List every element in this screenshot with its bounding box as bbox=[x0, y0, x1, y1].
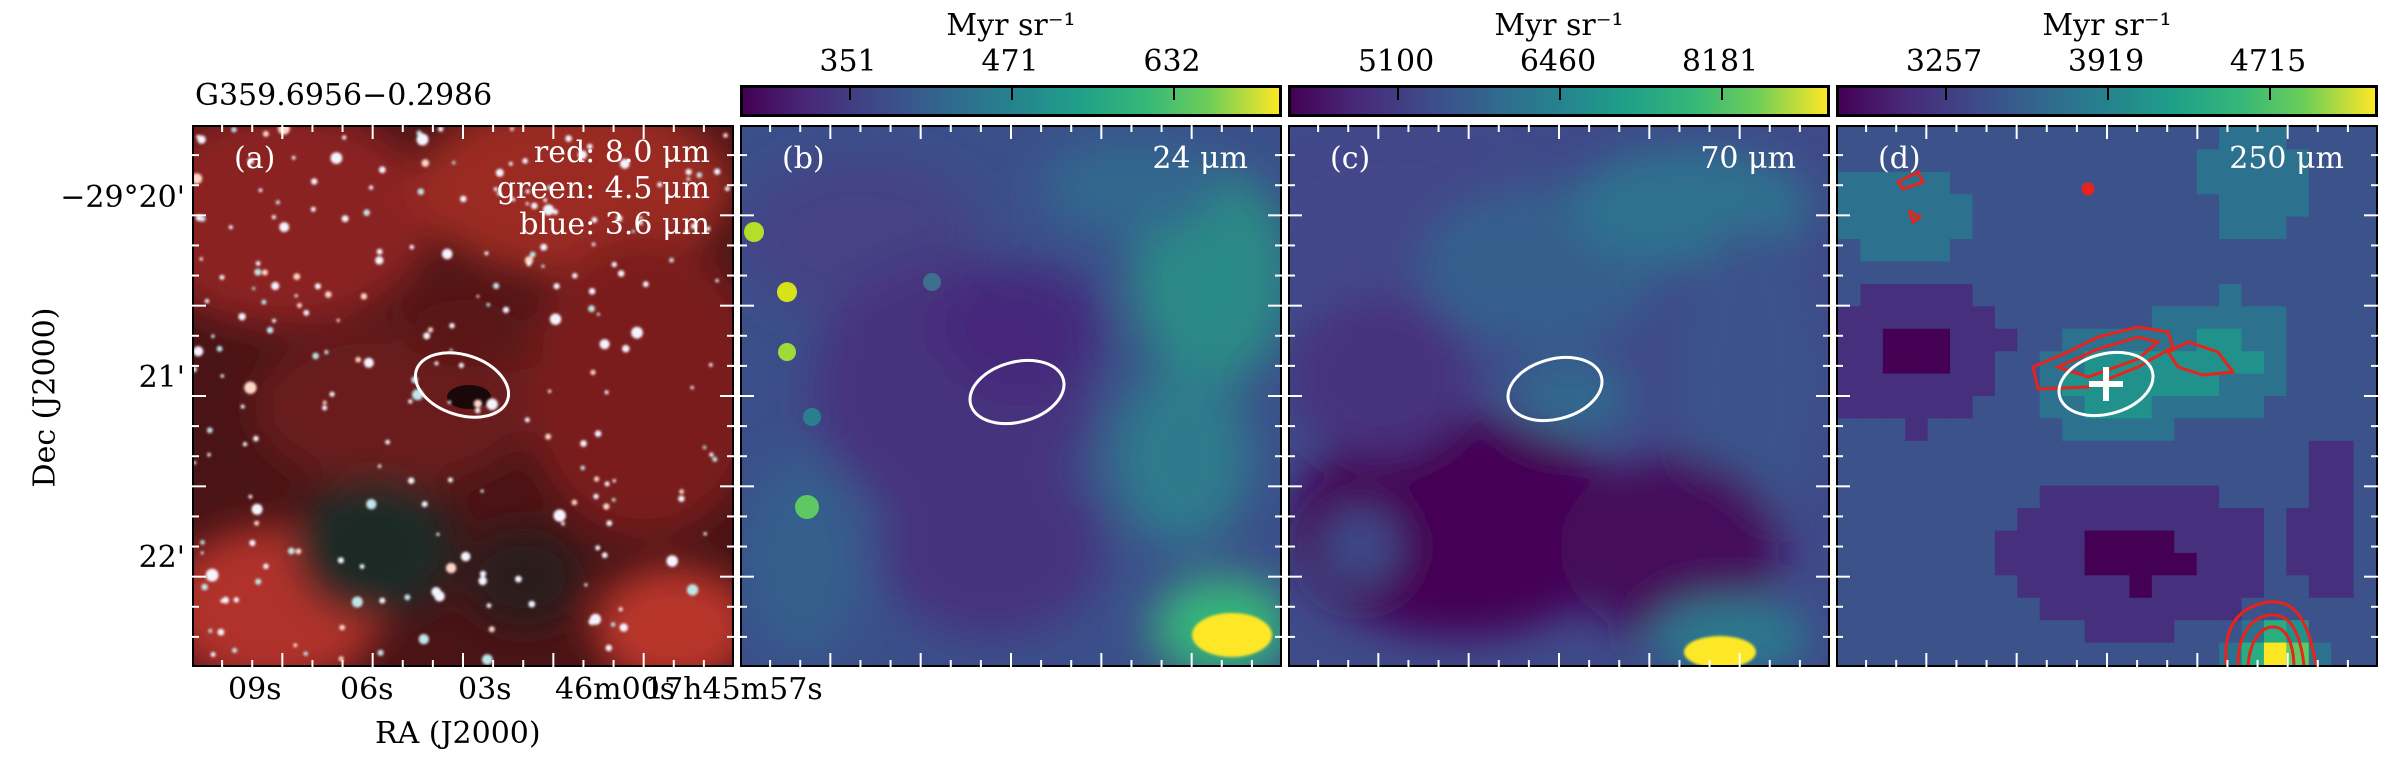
panel-c-label: (c) bbox=[1330, 141, 1371, 176]
ytick-label: 21' bbox=[138, 360, 185, 395]
colorbar-b-tick: 351 bbox=[819, 44, 877, 79]
panel-c-70um: (c) 70 μm bbox=[1288, 125, 1830, 667]
colorbar-b-tick: 471 bbox=[981, 44, 1039, 79]
xtick-label: 09s bbox=[228, 672, 282, 707]
panel-a-legend-blue: blue: 3.6 μm bbox=[519, 207, 710, 242]
colorbar-b-tick: 632 bbox=[1143, 44, 1201, 79]
colorbar-d bbox=[1836, 85, 2378, 117]
colorbar-d-title: Myr sr⁻¹ bbox=[2042, 8, 2172, 43]
colorbar-c-title: Myr sr⁻¹ bbox=[1494, 8, 1624, 43]
x-axis-title: RA (J2000) bbox=[375, 716, 541, 751]
colorbar-c bbox=[1288, 85, 1830, 117]
contours bbox=[1895, 169, 2318, 665]
colorbar-d-tick: 3919 bbox=[2067, 44, 2145, 79]
colorbar-c-tick: 5100 bbox=[1357, 44, 1435, 79]
ytick-label: −29°20' bbox=[60, 180, 185, 215]
colorbar-b-title: Myr sr⁻¹ bbox=[946, 8, 1076, 43]
panel-a-legend-green: green: 4.5 μm bbox=[496, 171, 710, 206]
colorbar-c-tick: 8181 bbox=[1681, 44, 1759, 79]
ytick-label: 22' bbox=[138, 540, 185, 575]
colorbar-d-tick: 4715 bbox=[2229, 44, 2307, 79]
panel-b-label: (b) bbox=[782, 141, 825, 176]
xtick-label: 03s bbox=[458, 672, 512, 707]
colorbar-d-tick: 3257 bbox=[1905, 44, 1983, 79]
y-axis-title: Dec (J2000) bbox=[27, 307, 63, 488]
panel-a-label: (a) bbox=[234, 141, 276, 176]
source-position-marker bbox=[2089, 367, 2123, 401]
panel-a-legend-red: red: 8.0 μm bbox=[533, 135, 710, 170]
panel-c-band: 70 μm bbox=[1700, 141, 1796, 176]
xtick-label: 06s bbox=[340, 672, 394, 707]
panel-a-rgb: (a) red: 8.0 μm green: 4.5 μm blue: 3.6 … bbox=[192, 125, 734, 667]
panel-d-label: (d) bbox=[1878, 141, 1921, 176]
source-name: G359.6956−0.2986 bbox=[195, 78, 493, 113]
xtick-label: 17h45m57s bbox=[645, 672, 823, 707]
colorbar-b bbox=[740, 85, 1282, 117]
panel-b-band: 24 μm bbox=[1152, 141, 1248, 176]
panel-d-band: 250 μm bbox=[2229, 141, 2344, 176]
xtick-label: 46m00s bbox=[555, 672, 676, 707]
panel-d-250um: (d) 250 μm bbox=[1836, 125, 2378, 667]
panel-b-24um: (b) 24 μm bbox=[740, 125, 1282, 667]
colorbar-c-tick: 6460 bbox=[1519, 44, 1597, 79]
